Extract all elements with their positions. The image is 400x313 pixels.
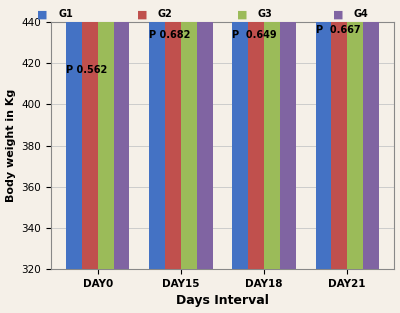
Bar xyxy=(347,0,363,269)
Text: ■: ■ xyxy=(237,9,247,19)
Bar xyxy=(114,0,129,269)
Bar xyxy=(165,0,181,269)
Bar xyxy=(98,0,114,269)
Text: G1: G1 xyxy=(58,9,73,19)
Bar xyxy=(363,0,379,269)
Y-axis label: Body weight in Kg: Body weight in Kg xyxy=(6,89,16,202)
Bar xyxy=(280,0,296,269)
Text: P  0.649: P 0.649 xyxy=(232,29,277,39)
X-axis label: Days Interval: Days Interval xyxy=(176,295,269,307)
Text: ■: ■ xyxy=(37,9,47,19)
Text: G2: G2 xyxy=(158,9,173,19)
Text: P 0.562: P 0.562 xyxy=(66,64,108,74)
Bar xyxy=(316,0,332,269)
Text: G3: G3 xyxy=(258,9,273,19)
Text: ■: ■ xyxy=(137,9,147,19)
Bar xyxy=(181,0,197,269)
Bar xyxy=(248,0,264,269)
Bar xyxy=(82,0,98,269)
Text: G4: G4 xyxy=(354,9,369,19)
Bar xyxy=(264,0,280,269)
Text: P 0.682: P 0.682 xyxy=(149,29,191,39)
Bar xyxy=(149,0,165,269)
Text: ■: ■ xyxy=(333,9,343,19)
Bar xyxy=(332,0,347,269)
Bar xyxy=(232,0,248,269)
Bar xyxy=(66,0,82,269)
Bar xyxy=(197,0,212,269)
Text: P  0.667: P 0.667 xyxy=(316,25,360,35)
